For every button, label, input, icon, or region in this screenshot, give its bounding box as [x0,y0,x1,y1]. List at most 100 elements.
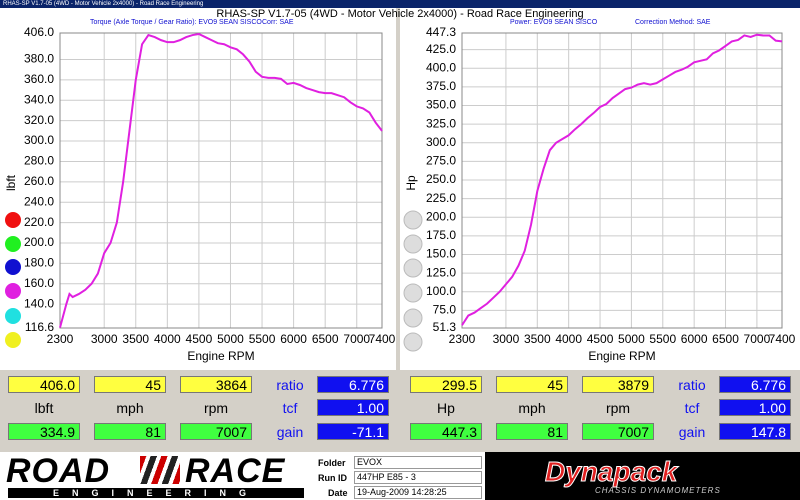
readout-value: 45 [496,376,568,393]
x-tick-label: 3000 [493,332,520,346]
line [461,33,783,326]
x-tick-label: 7000 [744,332,771,346]
x-tick-label: 2300 [449,332,476,346]
title-bar: RHAS-SP V1.7-05 (4WD - Motor Vehicle 2x4… [0,0,800,8]
charts: RHAS-SP V1.7-05 (4WD - Motor Vehicle 2x4… [0,8,800,370]
x-tick-label: 5500 [249,332,276,346]
y-tick-label: 75.0 [433,303,457,317]
folder-label: Folder [318,458,346,468]
readout-value: 3879 [582,376,654,393]
ratio-value: 6.776 [317,376,389,393]
brand-logo: Dynapack CHASSIS DYNAMOMETERS [485,452,800,500]
y-tick-label: 220.0 [24,215,54,229]
date-label: Date [328,488,348,498]
run-id: 447HP E85 - 3 [354,471,482,484]
readout-value: 81 [496,423,568,440]
x-tick-label: 7000 [343,332,370,346]
y-tick-label: 280.0 [24,154,54,168]
color-buttons[interactable] [5,210,423,352]
x-tick-label: 5000 [618,332,645,346]
y-tick-label: 380.0 [24,52,54,66]
color-button[interactable] [403,234,423,254]
tcf-value: 1.00 [317,399,389,416]
x-tick-label: 5000 [217,332,244,346]
y-tick-label: 275.0 [426,154,456,168]
y-tick-label: 447.3 [426,25,456,39]
y-axis-label: lbft [4,174,18,191]
color-button[interactable] [403,210,423,230]
line [59,32,383,328]
readout-value: 334.9 [8,423,80,440]
readout-unit: mph [518,400,546,416]
y-tick-label: 200.0 [426,209,456,223]
y-tick-label: 350.0 [426,98,456,112]
y-tick-label: 150.0 [426,247,456,261]
color-button[interactable] [5,236,21,252]
x-tick-label: 4000 [154,332,181,346]
color-button[interactable] [403,258,423,278]
left-panel [0,8,396,370]
x-tick-label: 3500 [122,332,149,346]
color-button[interactable] [403,332,423,352]
color-button[interactable] [5,212,21,228]
readout-value: 299.5 [410,376,482,393]
y-axis-label: Hp [404,175,418,191]
y-tick-label: 51.3 [433,320,457,334]
y-tick-label: 200.0 [24,235,54,249]
x-tick-label: 4000 [555,332,582,346]
gain-label: gain [678,424,706,440]
gain-label: gain [276,424,304,440]
chart-correction: Correction Method: SAE [635,19,711,26]
brand: Dynapack [544,456,678,488]
x-tick-label: 4500 [186,332,213,346]
plot-frame [461,32,783,329]
x-axis-label: Engine RPM [187,349,254,363]
readout-unit: mph [116,400,144,416]
chart-subtitle: Torque (Axle Torque / Gear Ratio): EVO9 … [90,19,262,26]
y-tick-label: 250.0 [426,172,456,186]
folder: EVOX [354,456,482,469]
x-tick-label: 6000 [681,332,708,346]
x-tick-label: 6500 [712,332,739,346]
x-tick-label: 3000 [91,332,118,346]
y-tick-label: 360.0 [24,72,54,86]
tcf-label: tcf [684,400,700,416]
readout-value: 406.0 [8,376,80,393]
y-tick-label: 116.6 [25,320,54,334]
y-tick-label: 400.0 [426,60,456,74]
y-tick-label: 140.0 [24,296,54,310]
y-tick-label: 300.0 [426,135,456,149]
color-button[interactable] [5,332,21,348]
readout-unit: Hp [437,400,455,416]
header-title: RHAS-SP V1.7-05 (4WD - Motor Vehicle 2x4… [216,8,583,20]
gain-value: -71.1 [317,423,389,440]
x-tick-label: 6000 [280,332,307,346]
y-tick-label: 425.0 [426,42,456,56]
logo-race: RACE [185,452,286,490]
color-button[interactable] [5,259,21,275]
x-tick-label: 5500 [649,332,676,346]
chart-subtitle: Power: EVO9 SEAN SISCO [510,19,598,26]
plot-frame [59,32,383,329]
x-tick-label: 7400 [769,332,796,346]
y-tick-label: 100.0 [426,284,456,298]
tcf-label: tcf [282,400,298,416]
ratio-label: ratio [678,377,706,393]
readout-value: 447.3 [410,423,482,440]
readout-unit: lbft [34,400,54,416]
color-button[interactable] [5,283,21,299]
color-button[interactable] [403,283,423,303]
readout-unit: rpm [203,400,229,416]
ratio-label: ratio [276,377,304,393]
run-info: Folder EVOX Run ID 447HP E85 - 3 Date 19… [312,452,485,500]
readout-value: 7007 [582,423,654,440]
window-title: RHAS-SP V1.7-05 (4WD - Motor Vehicle 2x4… [3,1,204,7]
color-button[interactable] [5,308,21,324]
readout-value: 7007 [180,423,252,440]
gain-value: 147.8 [719,423,791,440]
y-tick-label: 300.0 [24,133,54,147]
y-tick-label: 375.0 [426,79,456,93]
color-button[interactable] [403,308,423,328]
x-tick-label: 4500 [587,332,614,346]
